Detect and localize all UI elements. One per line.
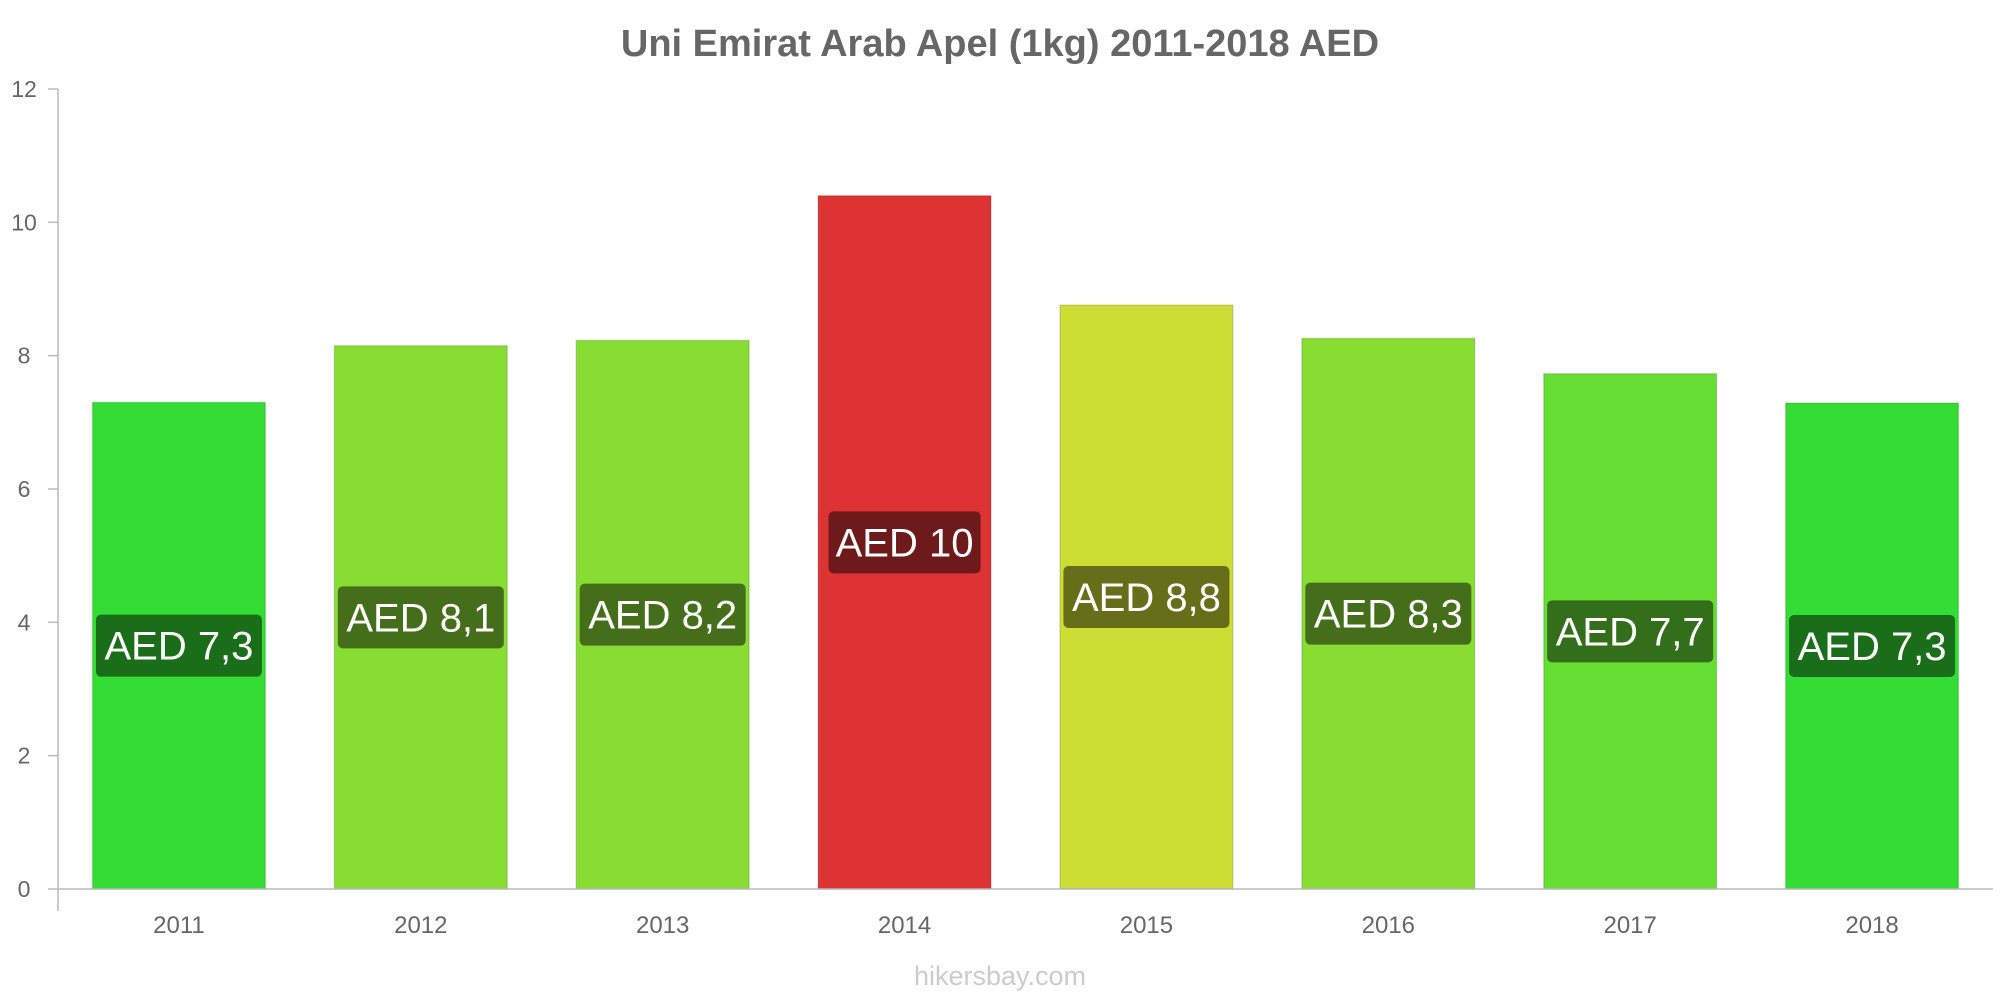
y-tick-label: 0 xyxy=(18,876,31,902)
data-label: AED 8,1 xyxy=(346,596,495,640)
y-tick-label: 8 xyxy=(18,343,31,369)
bars-group: AED 7,3 AED 8,1 AED 8,2 AED 10 AED 8,8 AED 8,… xyxy=(91,194,1960,890)
data-label-box xyxy=(1063,566,1230,628)
y-tick-label: 10 xyxy=(11,209,37,235)
data-label-box xyxy=(1547,600,1714,663)
data-label-box xyxy=(579,583,746,646)
data-label: AED 10 xyxy=(836,521,974,565)
data-label: AED 7,7 xyxy=(1556,610,1705,654)
y-tick-label: 4 xyxy=(18,609,31,635)
y-axis: 0 2 4 6 8 10 12 xyxy=(11,76,59,911)
y-tick-label: 12 xyxy=(11,76,37,102)
data-label-box xyxy=(337,586,504,649)
data-label-box xyxy=(828,511,981,574)
x-tick-label: 2018 xyxy=(1845,912,1898,939)
data-label: AED 8,3 xyxy=(1314,593,1463,637)
x-tick-label: 2016 xyxy=(1362,912,1415,939)
x-tick-label: 2013 xyxy=(636,912,689,939)
data-label: AED 8,8 xyxy=(1072,576,1221,620)
data-label-box xyxy=(1305,582,1472,645)
data-label: AED 7,3 xyxy=(1798,625,1947,669)
data-label: AED 7,3 xyxy=(104,625,253,669)
data-label-box xyxy=(95,614,262,677)
data-label: AED 8,2 xyxy=(588,594,737,638)
x-tick-label: 2014 xyxy=(878,912,931,939)
y-tick-label: 2 xyxy=(18,743,31,769)
data-label-box xyxy=(1789,615,1956,677)
x-tick-label: 2017 xyxy=(1603,912,1656,939)
x-tick-label: 2015 xyxy=(1120,912,1173,939)
chart-title: Uni Emirat Arab Apel (1kg) 2011-2018 AED xyxy=(621,23,1379,65)
x-axis: 2011 2012 2013 2014 2015 2016 2017 2018 xyxy=(58,888,1993,939)
x-tick-label: 2011 xyxy=(153,912,205,939)
x-tick-label: 2012 xyxy=(394,912,447,939)
y-tick-label: 6 xyxy=(18,476,31,502)
watermark: hikersbay.com xyxy=(914,961,1086,991)
